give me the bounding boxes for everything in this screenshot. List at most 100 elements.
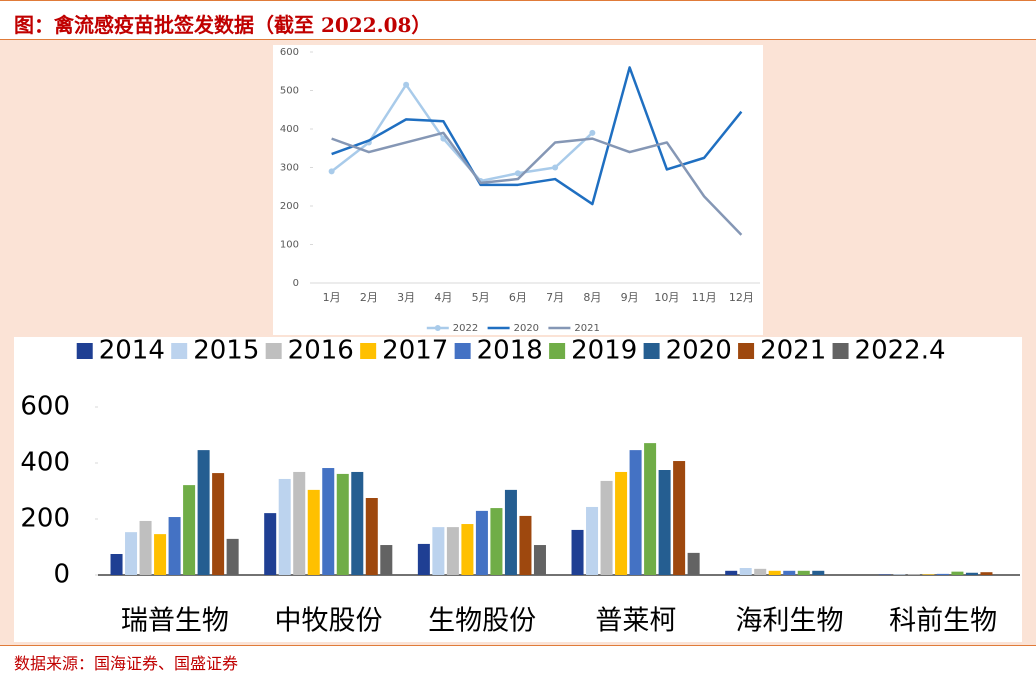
bar <box>168 517 181 575</box>
legend-swatch <box>454 343 471 359</box>
x-tick-label: 中牧股份 <box>275 606 383 637</box>
y-tick-label: 300 <box>280 163 299 174</box>
x-tick-label: 9月 <box>621 291 639 304</box>
y-tick-label: 400 <box>20 448 70 478</box>
x-tick-label: 科前生物 <box>889 606 997 637</box>
legend-label: 2020 <box>514 323 539 334</box>
bar <box>615 471 628 575</box>
bar <box>307 489 320 575</box>
bar <box>907 574 920 575</box>
legend-label: 2022.4 <box>855 337 946 366</box>
bar <box>936 573 949 575</box>
bar <box>446 527 459 575</box>
bar <box>629 450 642 575</box>
legend-swatch <box>549 343 566 359</box>
bar <box>365 498 378 575</box>
legend-swatch <box>360 343 377 359</box>
x-tick-label: 2月 <box>360 291 378 304</box>
legend-swatch <box>171 343 188 359</box>
y-tick-label: 0 <box>53 560 70 590</box>
x-tick-label: 10月 <box>654 291 679 304</box>
x-tick-label: 普莱柯 <box>595 606 676 637</box>
bar <box>965 572 978 575</box>
legend-label: 2015 <box>193 337 259 366</box>
legend-swatch <box>738 343 755 359</box>
legend-label: 2022 <box>453 323 478 334</box>
bar <box>380 545 393 575</box>
bar <box>922 574 935 575</box>
bar <box>687 552 700 575</box>
x-tick-label: 7月 <box>546 291 564 304</box>
legend-swatch <box>76 343 93 359</box>
bar <box>644 443 657 575</box>
source-note: 数据来源：国海证券、国盛证券 <box>14 654 239 673</box>
bar <box>893 574 906 575</box>
legend-label: 2018 <box>477 337 543 366</box>
x-tick-label: 8月 <box>583 291 601 304</box>
bar <box>951 571 964 575</box>
bar <box>336 473 349 575</box>
y-tick-label: 200 <box>280 201 299 212</box>
bar <box>183 485 196 575</box>
series-line <box>330 83 594 183</box>
bar <box>878 574 891 575</box>
bar <box>351 471 364 575</box>
x-tick-label: 瑞普生物 <box>121 606 229 637</box>
x-tick-label: 生物股份 <box>428 606 536 637</box>
footer: 数据来源：国海证券、国盛证券 <box>0 645 1036 677</box>
y-tick-label: 0 <box>293 278 299 289</box>
legend-swatch <box>643 343 660 359</box>
bar <box>797 570 810 575</box>
x-tick-label: 5月 <box>472 291 490 304</box>
legend-label: 2017 <box>382 337 448 366</box>
bar <box>154 534 167 575</box>
bar <box>768 570 781 575</box>
legend-label: 2021 <box>760 337 826 366</box>
bar <box>264 513 277 575</box>
bar <box>139 520 152 575</box>
x-tick-label: 1月 <box>323 291 341 304</box>
bar <box>725 570 738 575</box>
legend-label: 2021 <box>574 323 599 334</box>
bar <box>212 473 225 575</box>
series-line <box>331 66 743 206</box>
bar <box>571 529 584 575</box>
bar <box>812 570 825 575</box>
y-tick-label: 100 <box>280 240 299 251</box>
x-tick-label: 6月 <box>509 291 527 304</box>
bar <box>110 554 123 575</box>
legend-marker <box>434 325 441 331</box>
series-line <box>331 131 743 236</box>
legend-label: 2020 <box>666 337 732 366</box>
bar <box>504 489 517 575</box>
y-tick-label: 600 <box>280 47 299 58</box>
x-tick-label: 3月 <box>397 291 415 304</box>
x-tick-label: 11月 <box>692 291 717 304</box>
x-tick-label: 4月 <box>434 291 452 304</box>
bar <box>293 471 306 575</box>
y-tick-label: 500 <box>280 86 299 97</box>
bar <box>673 461 686 575</box>
y-tick-label: 200 <box>20 504 70 534</box>
legend-swatch <box>832 343 849 359</box>
x-tick-label: 12月 <box>729 291 754 304</box>
legend-swatch <box>265 343 282 359</box>
legend-label: 2019 <box>571 337 637 366</box>
bar <box>461 524 474 575</box>
bar <box>533 545 546 575</box>
bar <box>783 570 796 575</box>
bar <box>197 450 210 575</box>
bar <box>658 470 671 575</box>
header: 图：禽流感疫苗批签发数据（截至 2022.08） <box>0 0 1036 40</box>
bar <box>226 538 239 575</box>
bar <box>125 532 138 575</box>
bar <box>519 515 532 575</box>
bar <box>980 572 993 575</box>
bar <box>490 508 503 575</box>
figure-title: 图：禽流感疫苗批签发数据（截至 2022.08） <box>14 13 432 37</box>
bar <box>417 543 430 575</box>
legend-label: 2016 <box>288 337 354 366</box>
y-tick-label: 600 <box>20 392 70 422</box>
legend-label: 2014 <box>99 337 165 366</box>
